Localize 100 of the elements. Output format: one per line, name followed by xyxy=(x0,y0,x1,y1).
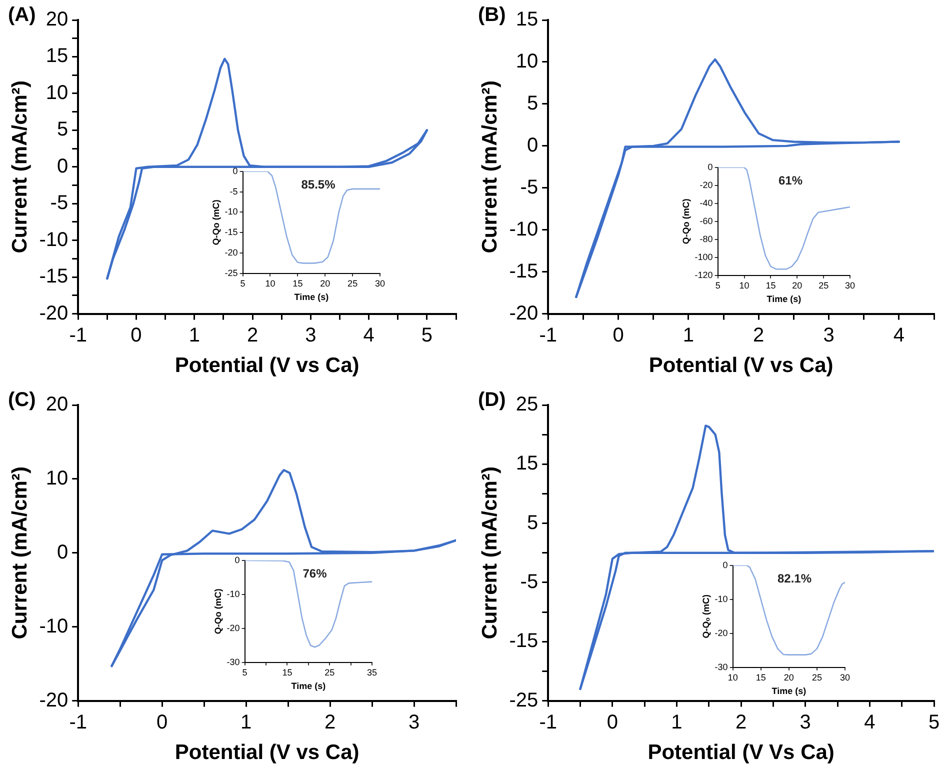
y-tick-label: -5 xyxy=(520,176,538,198)
x-tick-label: 10 xyxy=(265,278,276,288)
y-tick-label: -15 xyxy=(39,266,68,288)
x-tick-label: 4 xyxy=(363,324,374,346)
y-tick-label: 10 xyxy=(46,467,68,490)
y-tick-label: -120 xyxy=(694,270,713,280)
x-tick-label: 1 xyxy=(682,324,694,346)
y-tick-label: 0 xyxy=(708,162,713,172)
y-tick-label: -20 xyxy=(39,689,68,712)
y-tick-label: -10 xyxy=(224,206,238,217)
x-tick-label: 25 xyxy=(818,280,829,290)
x-tick-label: 5 xyxy=(242,667,248,678)
annotation: 85.5% xyxy=(301,178,336,192)
x-tick-label: 0 xyxy=(130,324,142,346)
x-tick-label: 25 xyxy=(812,672,822,682)
x-tick-label: 2 xyxy=(246,324,258,346)
y-tick-label: 15 xyxy=(516,8,538,31)
chart-title: (D) xyxy=(478,389,506,412)
y-tick-label: -30 xyxy=(226,656,240,667)
x-tick-label: 25 xyxy=(324,667,335,678)
y-tick-label: -5 xyxy=(520,570,538,593)
y-tick-label: 0 xyxy=(234,554,240,565)
x-tick-label: 4 xyxy=(893,324,904,346)
x-axis-title: Potential (V Vs Ca) xyxy=(648,741,834,764)
x-axis-title: Potential (V vs Ca) xyxy=(648,354,834,378)
y-tick-label: -10 xyxy=(714,594,728,604)
x-tick-label: -1 xyxy=(69,711,88,734)
y-axis-title: Q-Qo (mC) xyxy=(212,588,223,634)
y-tick-label: -20 xyxy=(700,180,713,190)
x-tick-label: 3 xyxy=(823,324,834,346)
x-tick-label: 1 xyxy=(671,711,682,734)
y-tick-label: -10 xyxy=(509,218,538,240)
chart-title: (A) xyxy=(8,4,36,27)
annotation: 61% xyxy=(778,174,803,188)
x-tick-label: 20 xyxy=(784,672,794,682)
y-tick-label: -10 xyxy=(39,228,68,251)
x-axis-title: Time (s) xyxy=(772,686,806,696)
y-axis-title: Current (mA/cm²) xyxy=(478,80,502,254)
x-tick-label: 15 xyxy=(766,280,776,290)
y-tick-label: -5 xyxy=(230,186,238,196)
x-tick-label: 25 xyxy=(348,278,358,288)
y-tick-label: 10 xyxy=(46,82,68,104)
y-tick-label: -5 xyxy=(50,192,68,214)
x-tick-label: 0 xyxy=(612,324,624,346)
y-tick-label: -20 xyxy=(714,628,728,638)
x-tick-label: 1 xyxy=(240,711,252,734)
y-tick-label: -10 xyxy=(226,588,240,599)
chart-title: (C) xyxy=(8,389,36,412)
y-axis-title: Q-Qₒ (mC) xyxy=(700,594,711,638)
x-tick-label: 20 xyxy=(792,280,802,290)
y-axis-title: Q-Qo (mC) xyxy=(210,200,221,246)
y-axis-title: Q-Qo (mC) xyxy=(680,198,691,244)
x-tick-label: 10 xyxy=(739,280,750,290)
y-tick-label: -60 xyxy=(700,216,713,226)
x-tick-label: 4 xyxy=(864,711,876,734)
y-tick-label: -100 xyxy=(694,252,713,262)
x-tick-label: 3 xyxy=(305,324,316,346)
annotation: 76% xyxy=(302,566,328,581)
y-tick-label: 10 xyxy=(516,50,538,72)
y-tick-label: -25 xyxy=(509,689,538,712)
x-tick-label: 35 xyxy=(366,667,378,678)
x-tick-label: 30 xyxy=(844,280,856,290)
y-tick-label: -15 xyxy=(509,630,538,652)
x-tick-label: 0 xyxy=(156,711,168,734)
x-tick-label: -1 xyxy=(539,324,558,346)
y-tick-label: 0 xyxy=(56,541,68,564)
x-axis-title: Time (s) xyxy=(766,294,802,304)
y-tick-label: -15 xyxy=(224,227,238,238)
y-tick-label: 0 xyxy=(526,134,538,156)
y-tick-label: -20 xyxy=(509,302,538,324)
y-tick-label: -80 xyxy=(700,234,713,244)
y-axis-title: Current (mA/cm²) xyxy=(8,80,32,254)
y-axis-title: Current (mA/cm²) xyxy=(8,466,32,640)
x-tick-label: 3 xyxy=(800,711,811,734)
x-axis-title: Time (s) xyxy=(291,681,326,692)
x-tick-label: 15 xyxy=(756,672,766,682)
x-tick-label: 10 xyxy=(728,672,738,682)
annotation: 82.1% xyxy=(778,572,812,586)
y-tick-label: 20 xyxy=(46,394,68,416)
x-tick-label: 2 xyxy=(753,324,764,346)
chart-title: (B) xyxy=(478,4,506,27)
y-tick-label: -30 xyxy=(714,662,728,672)
x-axis-title: Time (s) xyxy=(294,292,329,302)
y-axis-title: Current (mA/cm²) xyxy=(478,466,502,640)
y-tick-label: -15 xyxy=(509,260,538,282)
y-tick-label: -25 xyxy=(224,268,238,278)
y-tick-label: 5 xyxy=(526,512,538,534)
x-tick-label: 5 xyxy=(928,711,940,734)
x-tick-label: -1 xyxy=(69,324,88,346)
x-tick-label: 2 xyxy=(735,711,747,734)
y-tick-label: 5 xyxy=(526,92,538,114)
x-tick-label: 0 xyxy=(606,711,618,734)
y-tick-label: 20 xyxy=(46,8,68,31)
x-tick-label: 3 xyxy=(408,711,420,734)
y-tick-label: -20 xyxy=(39,302,68,324)
y-tick-label: 15 xyxy=(46,45,68,68)
y-tick-label: -10 xyxy=(39,615,68,638)
x-tick-label: 15 xyxy=(292,278,303,288)
x-tick-label: 30 xyxy=(840,672,850,682)
x-tick-label: 1 xyxy=(188,324,200,346)
